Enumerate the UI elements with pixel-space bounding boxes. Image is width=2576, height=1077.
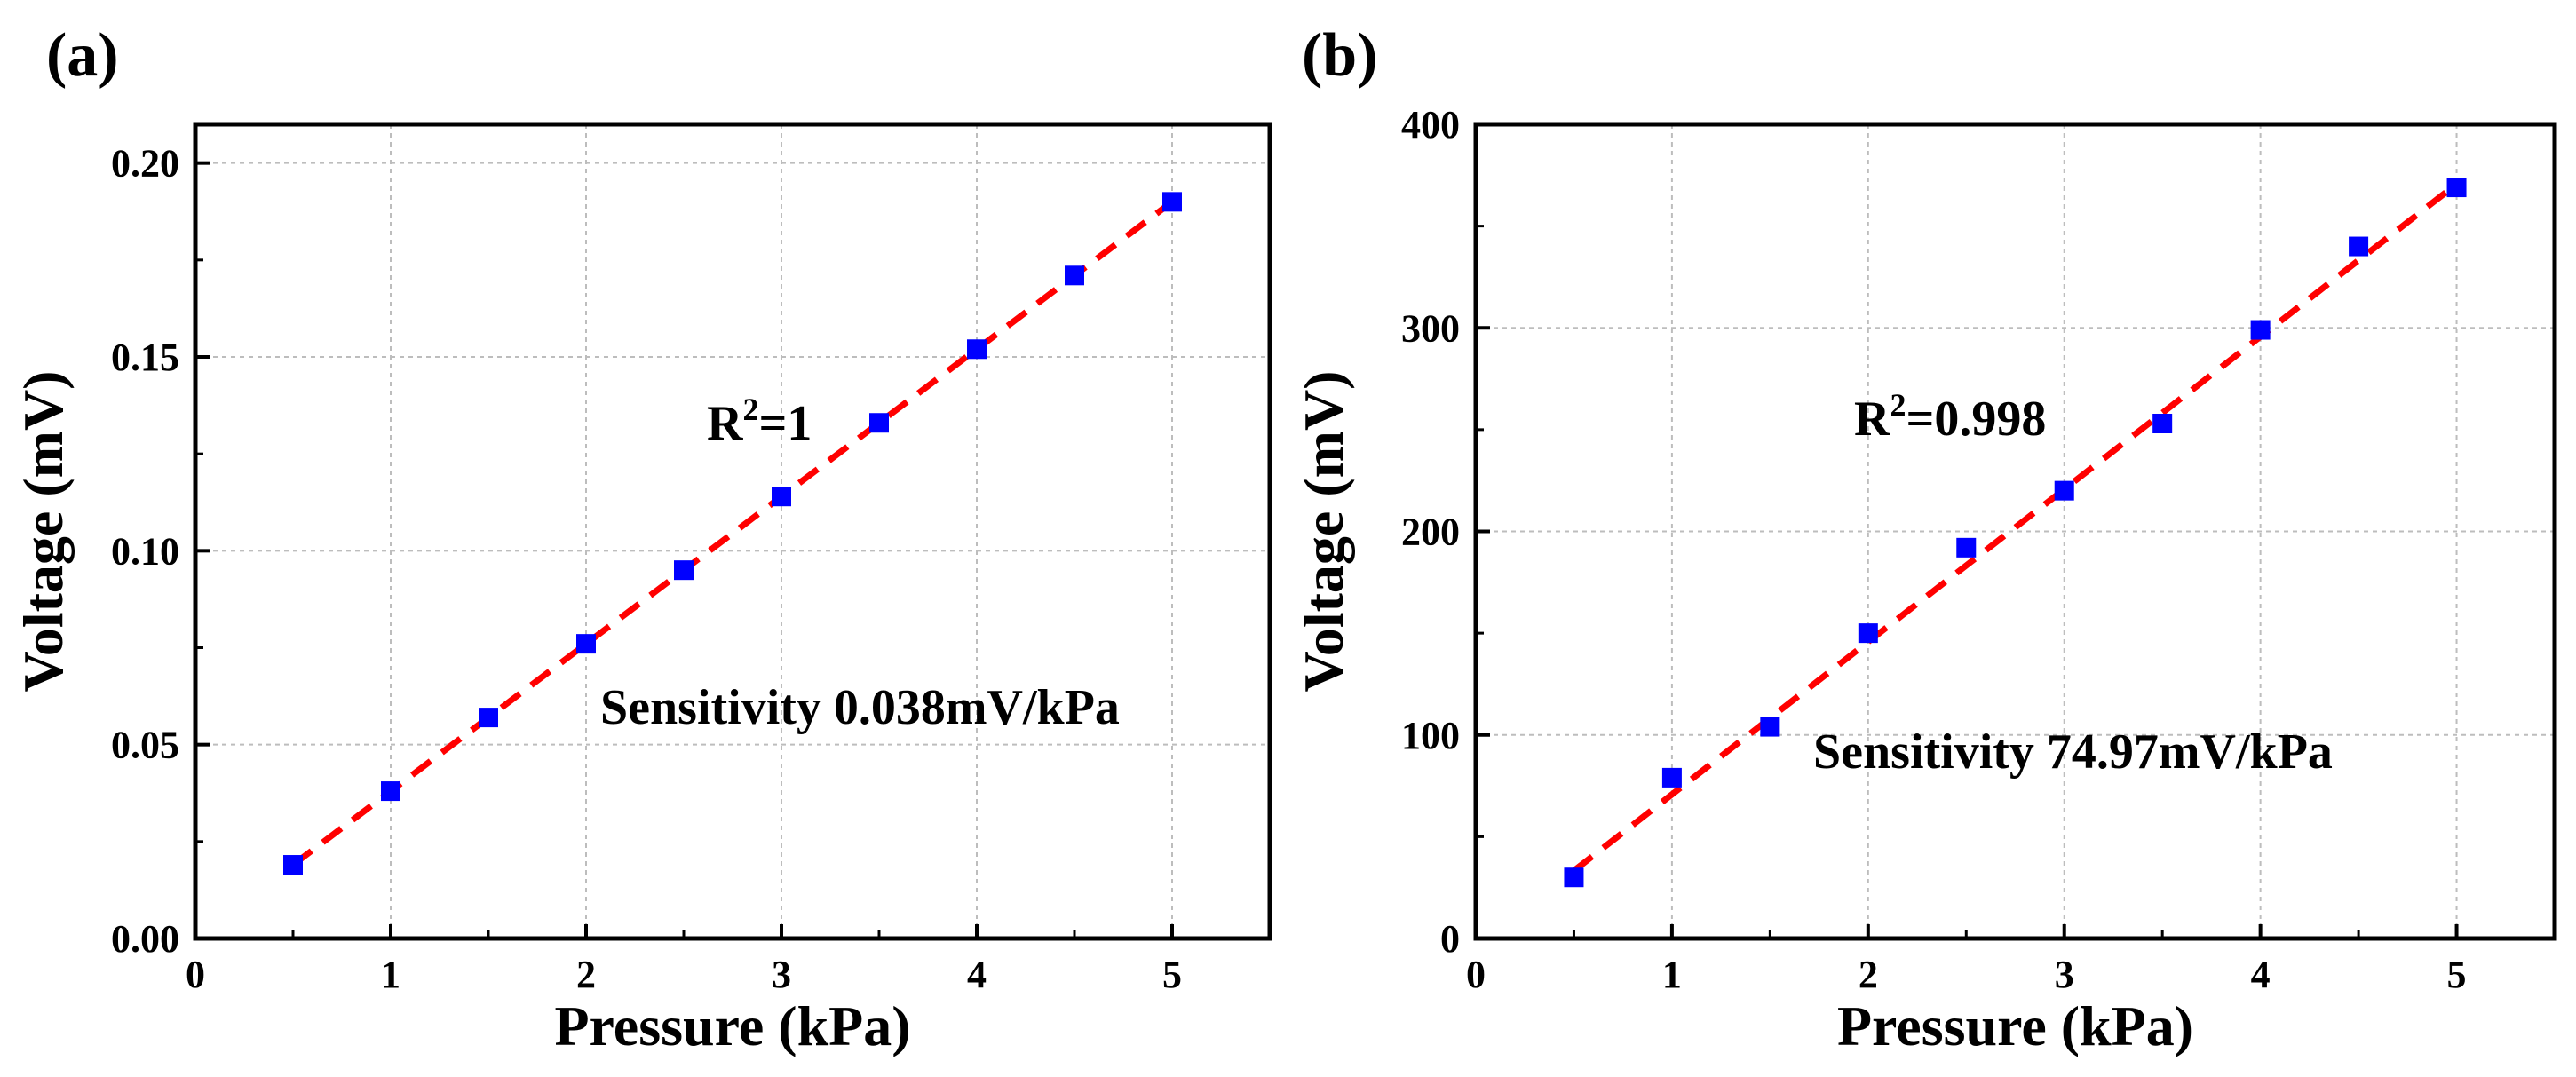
fit-line-layer [290,199,1175,867]
y-tick-label: 0 [1440,917,1460,961]
y-axis-title: Voltage (mV) [12,371,75,693]
x-tick-label: 3 [2055,953,2074,996]
y-tick-label: 400 [1401,103,1460,147]
y-tick-label: 0.05 [111,724,179,767]
y-tick-label: 300 [1401,306,1460,350]
y-axis-title: Voltage (mV) [1292,371,1355,693]
gridlines [195,124,1270,938]
data-point [674,560,694,581]
x-tick-label: 0 [1466,953,1486,996]
fit-line [290,199,1175,867]
data-points [283,192,1182,875]
x-tick-label: 4 [2251,953,2271,996]
data-point [1956,537,1977,558]
y-tick-label: 100 [1401,714,1460,757]
data-point [2349,236,2369,257]
data-point [1564,867,1584,888]
r-squared-base: R [707,396,743,451]
data-point [1760,717,1780,737]
r-squared-superscript: 2 [742,392,758,427]
y-tick-label: 0.10 [111,529,179,573]
y-tick-label: 0.20 [111,142,179,186]
data-point [479,708,498,728]
data-point [2446,178,2467,198]
ticks: 0 1 2 3 4 5 0 100 200 300 400 [1401,103,2467,996]
data-point [576,634,596,654]
data-point [2250,320,2271,340]
r-squared-base: R [1854,392,1890,447]
r-squared-value: =1 [758,396,812,451]
y-tick-label: 0.15 [111,336,179,379]
data-point [2152,413,2173,433]
sensitivity-annotation: Sensitivity 0.038mV/kPa [600,680,1120,735]
data-point [967,339,987,360]
data-point [283,855,303,875]
ticks: 0 1 2 3 4 5 0.00 0.05 0.10 0.15 0.20 [111,142,1182,996]
data-point [1661,767,1682,788]
data-point [381,781,400,802]
panel-a: (a) 0 1 2 3 4 5 0.00 0.05 0.10 0.15 0.20 Pressure … [12,21,1272,1057]
x-tick-label: 5 [1162,953,1182,996]
panel-label: (b) [1302,21,1378,90]
r-squared-annotation: R2=1 [707,392,812,451]
x-tick-label: 2 [576,953,596,996]
x-tick-label: 1 [381,953,400,996]
plot-frame [193,122,1272,941]
r-squared-annotation: R2=0.998 [1854,387,2046,447]
data-point [1065,265,1084,286]
data-point [772,487,791,507]
x-tick-label: 0 [186,953,205,996]
x-axis-title: Pressure (kPa) [1837,994,2193,1057]
data-points [1564,178,2467,888]
data-point [869,413,889,433]
data-point [1162,192,1182,212]
x-tick-label: 3 [772,953,791,996]
x-tick-label: 5 [2447,953,2467,996]
x-tick-label: 1 [1662,953,1682,996]
x-tick-label: 2 [1859,953,1878,996]
panel-label: (a) [46,21,119,90]
sensitivity-annotation: Sensitivity 74.97mV/kPa [1813,725,2333,780]
data-point [1858,623,1878,644]
x-axis-title: Pressure (kPa) [554,994,910,1057]
panel-b: (b) 0 1 2 3 4 5 0 100 200 300 400 Pressure (kPa) V… [1292,21,2557,1057]
y-tick-label: 200 [1401,511,1460,554]
r-squared-superscript: 2 [1890,387,1906,423]
r-squared-value: =0.998 [1906,392,2046,447]
data-point [2054,480,2074,501]
x-tick-label: 4 [967,953,987,996]
y-tick-label: 0.00 [111,917,179,961]
